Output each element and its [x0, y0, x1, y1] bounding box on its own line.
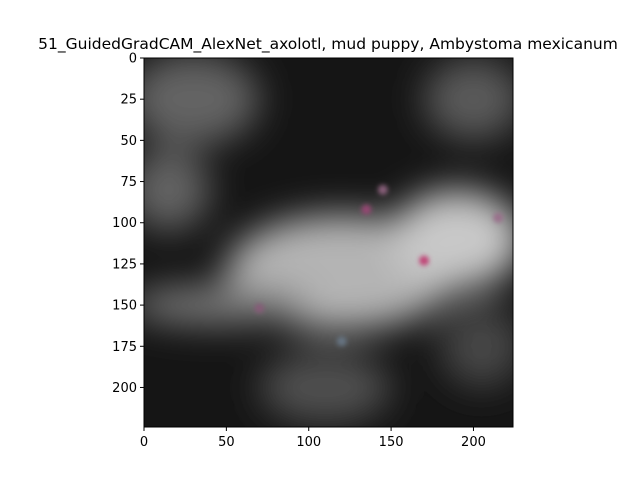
- hotspot-4: [336, 336, 347, 347]
- heat-region-6: [259, 351, 392, 424]
- x-tick-label: 50: [218, 435, 235, 450]
- y-tick-label: 100: [112, 216, 137, 231]
- heat-regions: [144, 58, 513, 424]
- heat-region-3: [144, 58, 260, 146]
- hotspot-0: [419, 255, 430, 266]
- heat-region-4: [424, 58, 513, 141]
- x-axis: 0 50 100 150 200: [140, 427, 486, 450]
- hotspot-1: [361, 204, 372, 215]
- heat-region-7: [440, 305, 513, 388]
- y-tick-label: 75: [120, 175, 137, 190]
- axes-frame: [143, 57, 514, 428]
- hotspot-3: [254, 303, 265, 314]
- y-tick-label: 175: [112, 340, 137, 355]
- heatmap-image: [144, 58, 513, 427]
- y-tick-label: 25: [120, 93, 137, 108]
- y-tick-label: 125: [112, 257, 137, 272]
- y-axis: 0 25 50 75 100 125 150 175 200: [112, 52, 144, 396]
- y-tick-label: 0: [129, 52, 137, 67]
- hotspot-5: [377, 184, 388, 195]
- y-tick-label: 150: [112, 299, 137, 314]
- x-tick-label: 100: [296, 435, 321, 450]
- y-tick-label: 50: [120, 134, 137, 149]
- heat-region-1: [391, 189, 513, 289]
- colored-hotspots: [254, 184, 504, 347]
- x-tick-label: 0: [140, 435, 148, 450]
- y-tick-label: 200: [112, 381, 137, 396]
- heat-region-5: [144, 148, 210, 231]
- heat-region-2: [144, 285, 309, 325]
- x-tick-label: 150: [379, 435, 404, 450]
- chart-title: 51_GuidedGradCAM_AlexNet_axolotl, mud pu…: [38, 35, 618, 54]
- x-tick-label: 200: [461, 435, 486, 450]
- hotspot-2: [493, 212, 504, 223]
